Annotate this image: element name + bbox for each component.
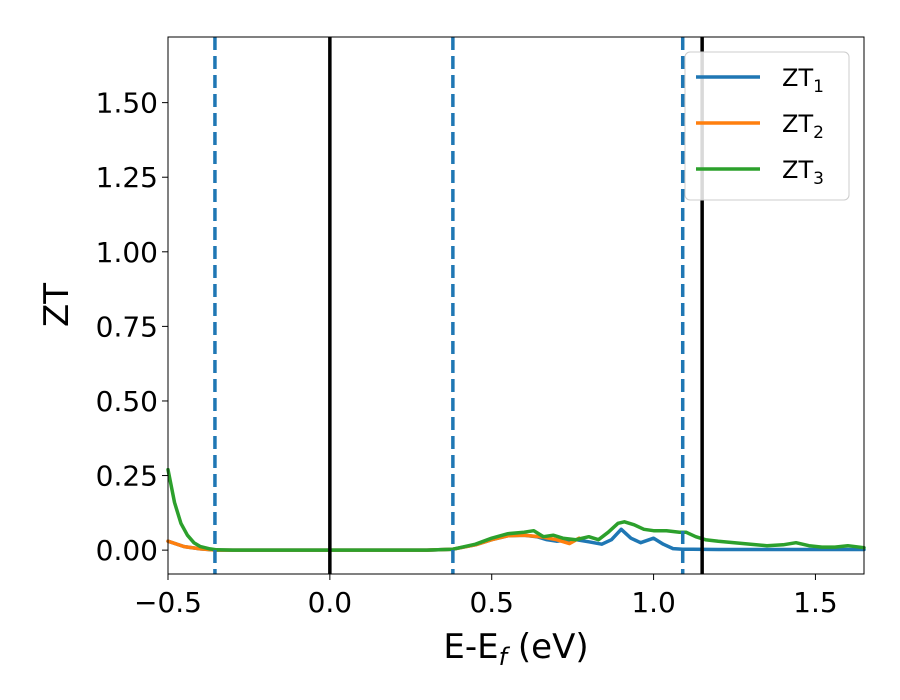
reference-lines-layer	[213, 37, 704, 574]
x-axis-ticks: −0.5 0.0 0.5 1.0 1.5	[134, 574, 838, 619]
legend-label-subscript: 2	[813, 123, 824, 143]
legend-label-3: ZT3	[782, 156, 824, 189]
y-tick-label: 0.00	[96, 534, 158, 567]
x-tick-label: 1.0	[631, 586, 676, 619]
legend-label-subscript: 3	[813, 169, 824, 189]
legend-label-1: ZT1	[782, 64, 824, 97]
x-axis-label-main: E-E	[443, 627, 498, 667]
series-line-2	[166, 533, 581, 552]
series-layer	[166, 467, 866, 552]
y-tick-label: 1.50	[96, 87, 158, 120]
legend-label-main: ZT	[782, 156, 813, 184]
y-tick-label: 0.75	[96, 310, 158, 343]
y-axis-label: ZT	[37, 283, 77, 327]
series-line-3	[166, 467, 866, 552]
legend-label-main: ZT	[782, 64, 813, 92]
plot-frame	[167, 36, 865, 575]
y-tick-label: 1.00	[96, 236, 158, 269]
legend-label-main: ZT	[782, 110, 813, 138]
y-tick-label: 0.50	[96, 385, 158, 418]
legend-label-2: ZT2	[782, 110, 824, 143]
x-tick-label: 0.5	[469, 586, 514, 619]
x-tick-label: 0.0	[308, 586, 353, 619]
legend-label-subscript: 1	[813, 77, 824, 97]
x-tick-label: 1.5	[793, 586, 838, 619]
x-axis-label: E-Ef (eV)	[443, 627, 588, 671]
y-axis-ticks: 0.00 0.25 0.50 0.75 1.00 1.25 1.50	[96, 87, 168, 567]
x-axis-label-unit: (eV)	[507, 627, 589, 667]
y-tick-label: 1.25	[96, 161, 158, 194]
legend-box	[684, 51, 850, 201]
y-tick-label: 0.25	[96, 460, 158, 493]
x-tick-label: −0.5	[134, 586, 202, 619]
